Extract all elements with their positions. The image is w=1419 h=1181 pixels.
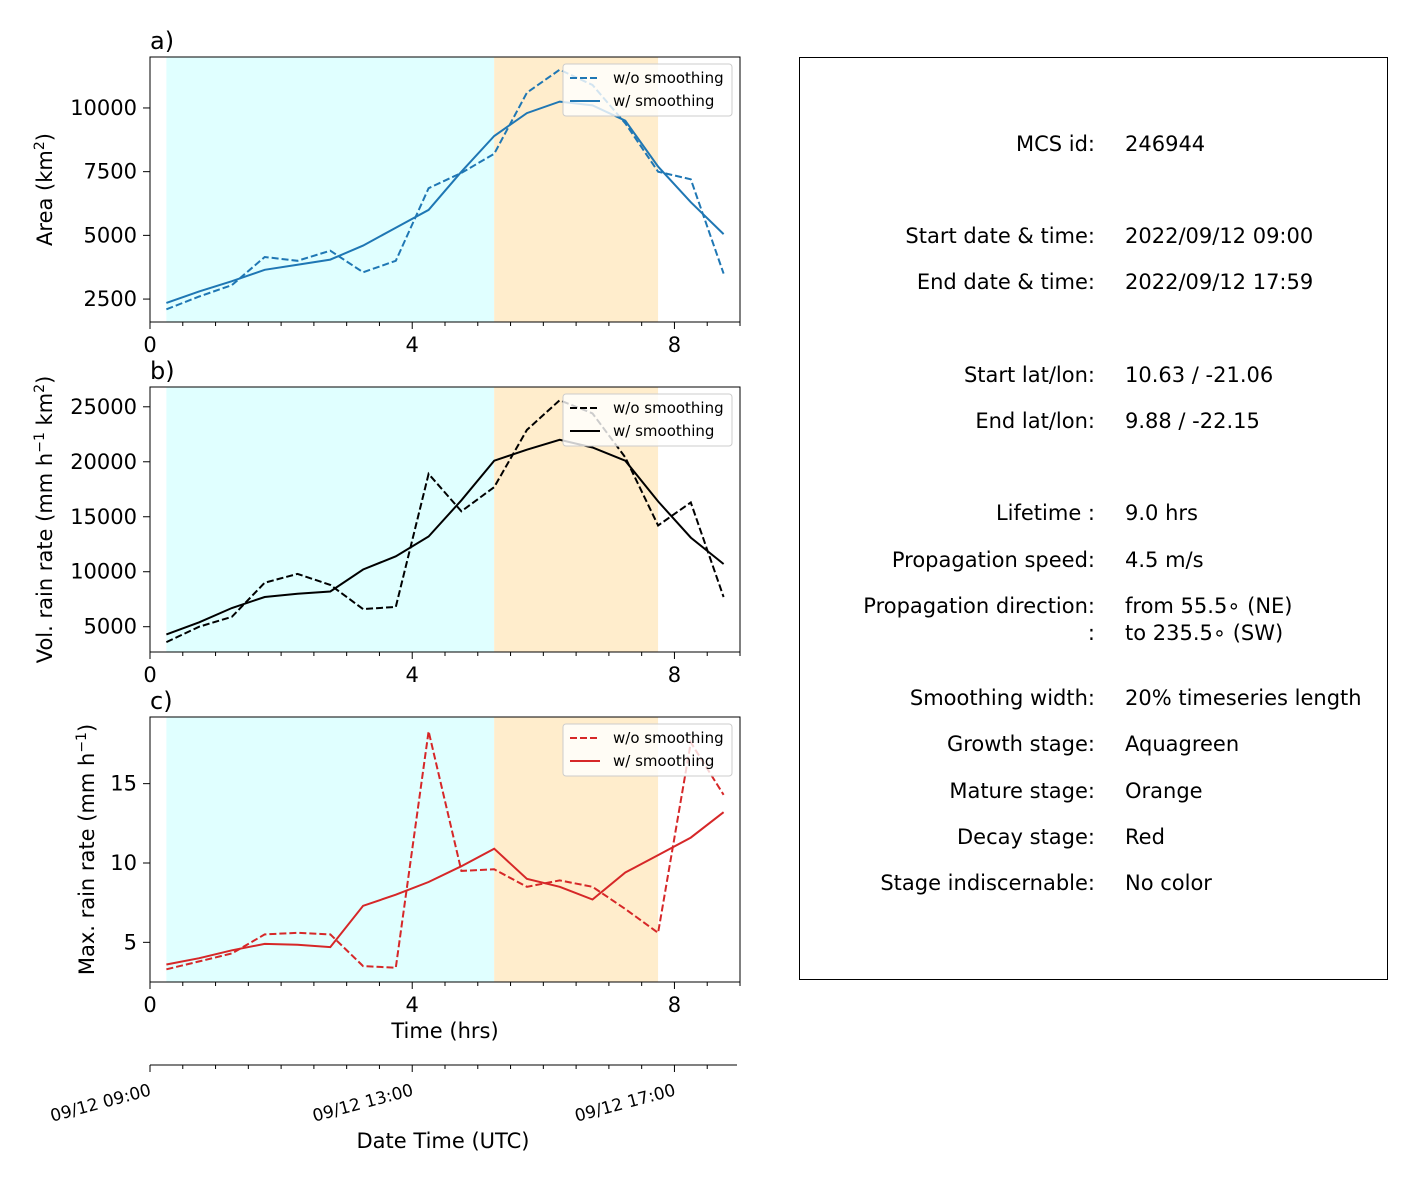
y-tick-label: 25000 (70, 395, 137, 419)
info-value: 246944 (1125, 132, 1206, 156)
x-tick-label: 0 (143, 333, 156, 357)
info-key: Propagation speed: (891, 548, 1095, 572)
info-value: Aquagreen (1125, 732, 1240, 756)
info-value: 9.0 hrs (1125, 501, 1198, 525)
growth-stage-band (166, 717, 495, 982)
legend-label: w/ smoothing (613, 752, 714, 770)
info-value: 4.5 m/s (1125, 548, 1204, 572)
y-tick-label: 5000 (84, 615, 137, 639)
y-tick-label: 2500 (84, 287, 137, 311)
x-tick-label: 8 (668, 663, 681, 687)
raw-series-line (166, 731, 725, 971)
info-value: 9.88 / -22.15 (1125, 409, 1260, 433)
y-tick-label: 10000 (70, 560, 137, 584)
info-key: MCS id: (1015, 132, 1095, 156)
datetime-axis-label: Date Time (UTC) (357, 1129, 530, 1153)
y-tick-label: 7500 (84, 160, 137, 184)
panel-a: 0 4 8 2500 5000 7500 10000 a) w/o smoothing w/ sm… (70, 27, 741, 357)
y-tick-label: 5000 (84, 223, 137, 247)
legend-box (562, 393, 733, 447)
smoothed-series-line (166, 100, 725, 304)
legend-label: w/o smoothing (613, 69, 724, 87)
y-tick-label: 10000 (70, 96, 137, 120)
legend-label: w/o smoothing (613, 729, 724, 747)
info-value: No color (1125, 871, 1212, 895)
y-tick-label: 10 (110, 851, 137, 875)
info-value: Orange (1125, 779, 1203, 803)
growth-stage-band (166, 387, 495, 652)
y-tick-label: 15000 (70, 505, 137, 529)
x-tick-label: 8 (668, 333, 681, 357)
x-tick-label: 8 (668, 993, 681, 1017)
y-axis-label: Vol. rain rate (mm h−1​ km2​) (32, 376, 57, 664)
info-key: : (1087, 621, 1095, 645)
legend: w/o smoothing w/ smoothing (562, 63, 733, 117)
info-value: Red (1125, 825, 1165, 849)
info-key: Stage indiscernable: (880, 871, 1095, 895)
x-tick-label: 4 (406, 993, 419, 1017)
raw-series-line (166, 68, 725, 311)
datetime-tick-label: 09/12 13:00 (310, 1081, 415, 1127)
mcs-info-panel: MCS id: 246944 Start date & time: 2022/0… (799, 57, 1388, 980)
datetime-tick-label: 09/12 17:00 (573, 1081, 678, 1127)
panel-label: a) (150, 27, 174, 55)
y-tick-label: 15 (110, 772, 137, 796)
legend-box (562, 63, 733, 117)
info-value: 2022/09/12 17:59 (1125, 270, 1314, 294)
smoothed-series-line (166, 438, 725, 636)
smoothed-series-line (166, 811, 725, 966)
x-axis-label: Time (hrs) (390, 1019, 498, 1043)
growth-stage-band (166, 57, 495, 322)
info-value: to 235.5∘ (SW) (1125, 621, 1284, 645)
legend-label: w/ smoothing (613, 422, 714, 440)
info-key: End date & time: (916, 270, 1095, 294)
legend-label: w/ smoothing (613, 92, 714, 110)
y-axis-label: Area (km2​) (32, 133, 57, 246)
info-value: 20% timeseries length (1125, 686, 1362, 710)
x-tick-label: 4 (406, 333, 419, 357)
info-value: from 55.5∘ (NE) (1125, 594, 1293, 618)
panel-label: c) (150, 687, 173, 715)
y-tick-label: 20000 (70, 450, 137, 474)
info-value: 2022/09/12 09:00 (1125, 224, 1314, 248)
y-axis-label: Max. rain rate (mm h−1​) (74, 724, 99, 975)
x-tick-label: 4 (406, 663, 419, 687)
panel-b: 0 4 8 5000 10000 15000 20000 25000 b) w/o smoothi… (70, 357, 741, 687)
info-key: Mature stage: (949, 779, 1095, 803)
info-key: Lifetime : (995, 501, 1095, 525)
info-key: Smoothing width: (909, 686, 1095, 710)
info-value: 10.63 / -21.06 (1125, 363, 1274, 387)
info-key: End lat/lon: (975, 409, 1095, 433)
panel-c: 0 4 8 5 10 15 c) Time (hrs) w/o smoothing w/ smoo… (110, 687, 741, 1043)
info-key: Propagation direction: (863, 594, 1095, 618)
legend: w/o smoothing w/ smoothing (562, 393, 733, 447)
x-tick-label: 0 (143, 663, 156, 687)
panel-label: b) (150, 357, 175, 385)
legend: w/o smoothing w/ smoothing (562, 723, 733, 777)
y-tick-label: 5 (124, 930, 137, 954)
info-key: Decay stage: (957, 825, 1095, 849)
datetime-tick-label: 09/12 09:00 (48, 1081, 153, 1127)
x-tick-label: 0 (143, 993, 156, 1017)
legend-label: w/o smoothing (613, 399, 724, 417)
info-key: Start lat/lon: (963, 363, 1095, 387)
legend-box (562, 723, 733, 777)
info-key: Start date & time: (905, 224, 1095, 248)
info-key: Growth stage: (946, 732, 1095, 756)
